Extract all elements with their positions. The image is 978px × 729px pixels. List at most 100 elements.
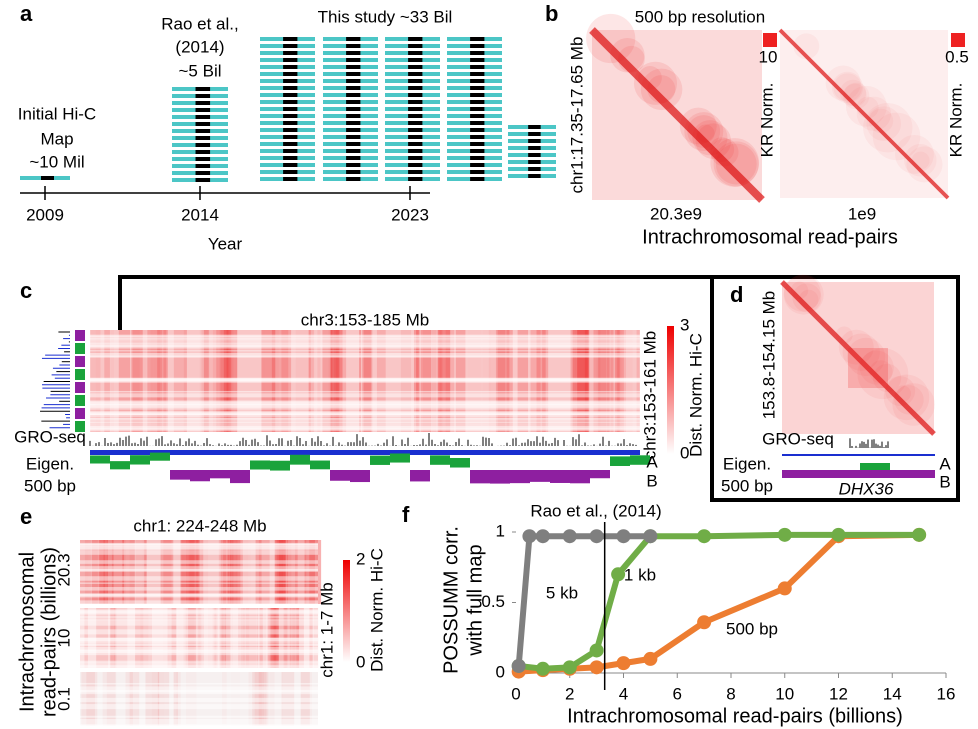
heatmap-stripe [227,540,231,604]
read-junction [470,58,485,62]
read-junction [408,79,423,83]
read-junction [283,121,298,125]
heatmap-stripe [80,569,318,571]
read-junction [470,44,485,48]
read-junction [408,121,423,125]
heatmap-stripe [287,540,298,604]
track-label: GRO-seq [14,427,86,446]
heatmap-domain [859,350,894,385]
read-junction [346,149,361,153]
heatmap-stripe [90,413,640,418]
read-junction [283,170,298,174]
heatmap-stripe [144,540,147,604]
colorbar-label: 2 [356,549,365,568]
left-track [75,343,85,354]
read-junction [283,107,298,111]
colorbar-label: 0 [680,443,689,462]
heatmap-stripe [223,540,226,604]
x-tick-label: 8 [726,684,735,703]
heatmap-stripe [80,660,318,663]
colorbar-label: 0.5 [945,47,969,66]
heatmap-diagonal [589,27,765,203]
x-axis-title: Intrachromosomal read-pairs (billions) [567,705,903,727]
read-junction [195,136,211,140]
read-junction [283,114,298,118]
eigen-track [270,460,290,471]
heatmap-stripe [80,697,318,703]
heatmap-stripe [80,560,318,564]
series-line [518,531,920,675]
annotation: ~10 Mil [29,152,84,171]
read-junction [470,79,485,83]
left-track [75,382,85,393]
read-junction [528,146,541,150]
heatmap-domain [872,112,921,161]
heatmap-stripe [309,540,322,604]
heatmap-stripe [90,377,640,383]
heatmap-stripe [255,540,262,604]
heatmap-stripe [80,629,318,635]
read-junction [195,157,211,161]
heatmap-stripe [80,610,318,614]
heatmap-domain [640,68,683,111]
read-junction [470,170,485,174]
axis-title: 153.8-154.15 Mb [759,291,778,420]
heatmap-stripe [80,646,318,652]
panel-title: chr1: 224-248 Mb [133,516,266,535]
data-point [777,581,792,596]
annotation: Rao et al., [161,14,239,33]
read-junction [346,86,361,90]
track-label: Eigen. [723,454,771,473]
data-point [522,529,537,544]
eigen-track [210,470,230,479]
heatmap-diagonal [780,280,936,436]
read-junction [283,128,298,132]
read-junction [470,114,485,118]
read-junction [195,164,211,168]
data-point [589,643,604,658]
axis-title: Intrachromosomal read-pairs [642,226,898,248]
year-label: 2014 [181,205,219,224]
data-point [562,660,577,675]
colorbar-title: KR Norm. [946,83,965,158]
x-tick-label: 14 [883,684,902,703]
read-junction [408,86,423,90]
heatmap-domain [883,374,930,421]
y-axis-title: with full map [464,544,486,656]
y-tick-label: 1 [496,521,505,540]
colorbar-title: KR Norm. [757,83,776,158]
panel-label: f [402,502,410,527]
heatmap-domain [831,71,864,104]
heatmap-stripe [80,600,318,607]
heatmap-stripe [258,540,270,604]
read-junction [346,177,361,181]
heatmap-stripe [228,540,234,604]
heatmap-domain [679,107,717,145]
read-junction [470,163,485,167]
panel-label: c [20,278,32,303]
read-junction [195,101,211,105]
read-junction [195,129,211,133]
read-junction [41,176,54,180]
data-point [589,660,604,675]
eigen-track [550,470,570,483]
panel-label: d [730,282,743,307]
colorbar [343,560,350,662]
heatmap-stripe [135,540,146,604]
read-junction [346,44,361,48]
heatmap-stripe [80,582,318,584]
eigen-track [350,470,370,483]
data-point [697,615,712,630]
gene-track [90,450,640,455]
heatmap-stripe [107,540,112,604]
data-point [616,529,631,544]
read-junction [528,153,541,157]
heatmap-domain [710,138,760,187]
read-junction [195,178,211,182]
heatmap-domain [833,73,862,102]
heatmap-domain [872,363,902,393]
read-junction [195,150,211,154]
compartment-label: B [939,472,950,491]
panel-label: b [545,1,558,26]
data-point [611,567,626,582]
